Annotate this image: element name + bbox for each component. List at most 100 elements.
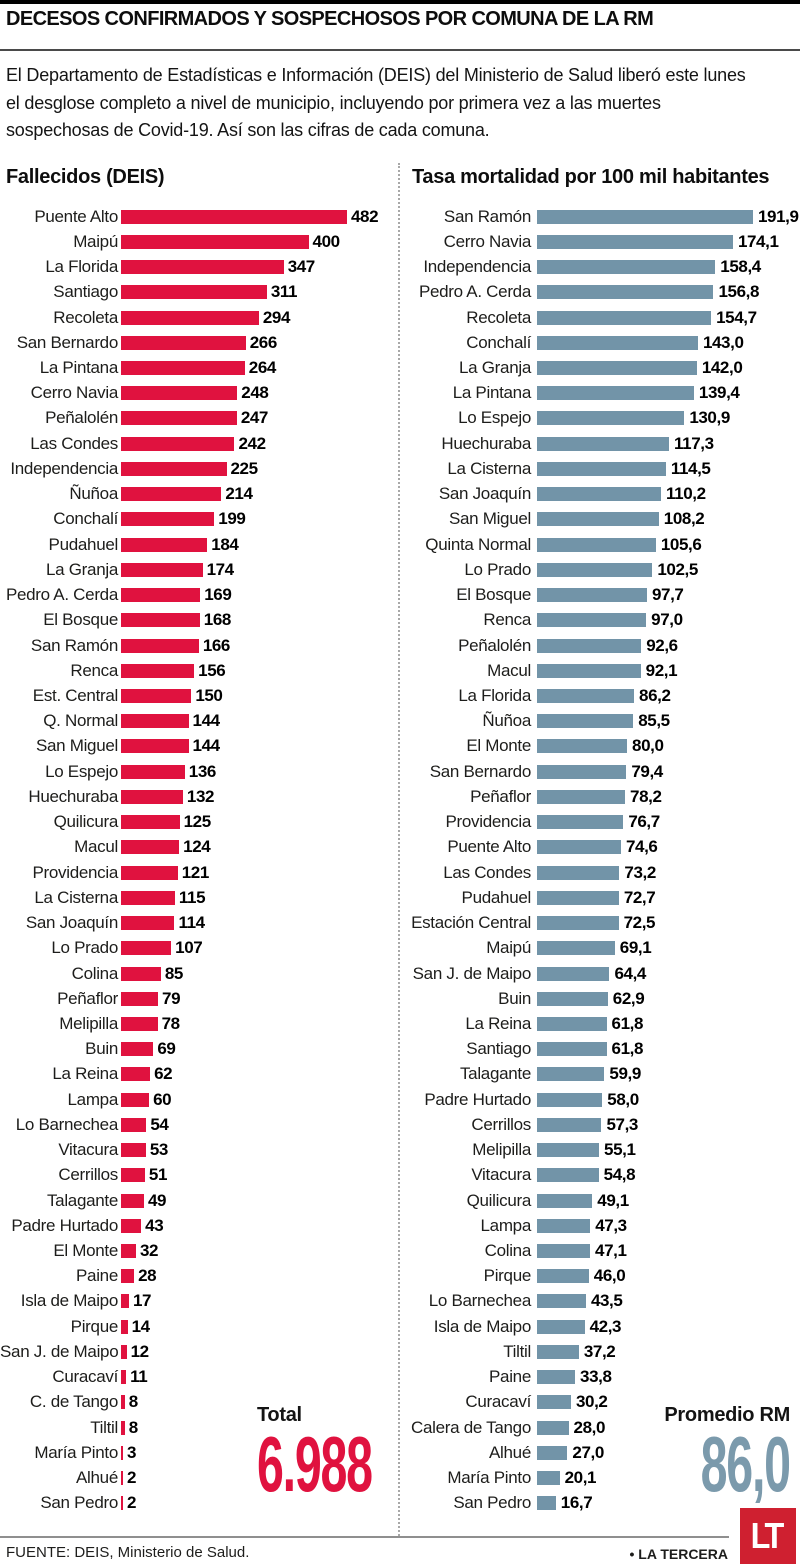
bar-row: Padre Hurtado 43 [0, 1213, 398, 1238]
bar [537, 1496, 556, 1511]
commune-label: San J. de Maipo [412, 963, 532, 983]
bar [537, 1294, 586, 1309]
value-label: 61,8 [611, 1039, 644, 1059]
commune-label: Ñuñoa [69, 484, 118, 504]
commune-label: Pirque [483, 1266, 532, 1286]
commune-label: Colina [484, 1241, 532, 1261]
commune-label: San Pedro [453, 1493, 531, 1513]
bar [121, 638, 199, 653]
bar [121, 487, 222, 502]
bar [537, 840, 621, 855]
bar [537, 1218, 591, 1233]
bar [537, 1092, 603, 1107]
bar [121, 1445, 123, 1460]
bar-row: La Cisterna 114,5 [400, 456, 800, 481]
bar [121, 865, 178, 880]
bar-row: Las Condes 73,2 [400, 860, 800, 885]
bar-row: La Granja 142,0 [400, 355, 800, 380]
commune-label: Lo Prado [464, 559, 531, 579]
commune-label: El Monte [466, 736, 531, 756]
bar-row: Pedro A. Cerda 156,8 [400, 280, 800, 305]
commune-label: San Joaquín [438, 484, 531, 504]
commune-label: La Reina [465, 1013, 531, 1033]
bar-row: San Miguel 108,2 [400, 507, 800, 532]
bar-row: Maipú 69,1 [400, 936, 800, 961]
bar-row: Tiltil 37,2 [400, 1339, 800, 1364]
bar-row: Calera de Tango 28,0 [400, 1415, 800, 1440]
bar [121, 1193, 144, 1208]
bar-row: Alhué 2 [0, 1466, 398, 1491]
commune-label: Independencia [423, 257, 531, 277]
bar-row: Ñuñoa 214 [0, 482, 398, 507]
commune-label: Peñalolén [45, 408, 118, 428]
bar-row: San Ramón 191,9 [400, 204, 800, 229]
bar-row: Cerro Navia 248 [0, 381, 398, 406]
value-label: 12 [130, 1341, 150, 1361]
commune-label: San Pedro [40, 1493, 118, 1513]
commune-label: Tiltil [90, 1417, 118, 1437]
bar [537, 966, 610, 981]
bar [537, 764, 627, 779]
bar [537, 386, 694, 401]
value-label: 69,1 [619, 938, 652, 958]
commune-label: Lo Barnechea [15, 1114, 119, 1134]
bar [121, 991, 159, 1006]
value-label: 85 [164, 963, 184, 983]
bar-row: Las Condes 242 [0, 431, 398, 456]
commune-label: Padre Hurtado [11, 1215, 118, 1235]
commune-label: María Pinto [447, 1468, 531, 1488]
bar-row: Conchalí 143,0 [400, 330, 800, 355]
bar [537, 1168, 599, 1183]
bar [537, 335, 698, 350]
bar-row: La Pintana 264 [0, 355, 398, 380]
bar-row: Macul 92,1 [400, 658, 800, 683]
value-label: 247 [240, 408, 269, 428]
bar-row: Macul 124 [0, 835, 398, 860]
top-rule [0, 0, 800, 4]
commune-label: Pudahuel [461, 887, 532, 907]
commune-label: Ñuñoa [482, 711, 531, 731]
commune-label: Quilicura [466, 1190, 532, 1210]
value-label: 62 [154, 1064, 173, 1084]
footer-divider [0, 1536, 729, 1538]
value-label: 264 [248, 357, 277, 377]
bar-row: Lo Prado 107 [0, 936, 398, 961]
bar-row: La Granja 174 [0, 557, 398, 582]
value-label: 72,5 [623, 913, 656, 933]
bar [537, 1319, 585, 1334]
bar-row: San J. de Maipo 64,4 [400, 961, 800, 986]
bar [121, 739, 189, 754]
bar [537, 1420, 569, 1435]
bar-row: Peñaflor 79 [0, 986, 398, 1011]
bar-row: San Miguel 144 [0, 734, 398, 759]
bar-row: Santiago 61,8 [400, 1037, 800, 1062]
value-label: 110,2 [666, 484, 706, 504]
value-label: 62,9 [612, 988, 645, 1008]
page-title: DECESOS CONFIRMADOS Y SOSPECHOSOS POR CO… [6, 8, 654, 30]
bar [537, 1016, 607, 1031]
bar-row: Vitacura 54,8 [400, 1163, 800, 1188]
commune-label: Lo Prado [51, 938, 118, 958]
bar [537, 1244, 591, 1259]
value-label: 311 [270, 282, 298, 302]
column-divider [398, 163, 400, 1536]
bar-row: Talagante 49 [0, 1188, 398, 1213]
value-label: 47,1 [595, 1241, 627, 1261]
value-label: 60 [153, 1089, 172, 1109]
bar [121, 688, 192, 703]
value-label: 8 [128, 1392, 138, 1412]
bar-row: El Monte 80,0 [400, 734, 800, 759]
commune-label: San Ramón [30, 635, 118, 655]
value-label: 121 [181, 862, 210, 882]
bar [121, 1244, 136, 1259]
bar-row: María Pinto 20,1 [400, 1466, 800, 1491]
value-label: 242 [238, 433, 266, 453]
value-label: 117,3 [674, 433, 714, 453]
value-label: 33,8 [580, 1367, 612, 1387]
commune-label: San Miguel [35, 736, 118, 756]
bar-row: La Pintana 139,4 [400, 381, 800, 406]
bar [121, 840, 180, 855]
value-label: 86,2 [639, 685, 671, 705]
value-label: 8 [128, 1417, 138, 1437]
value-label: 78,2 [630, 786, 662, 806]
